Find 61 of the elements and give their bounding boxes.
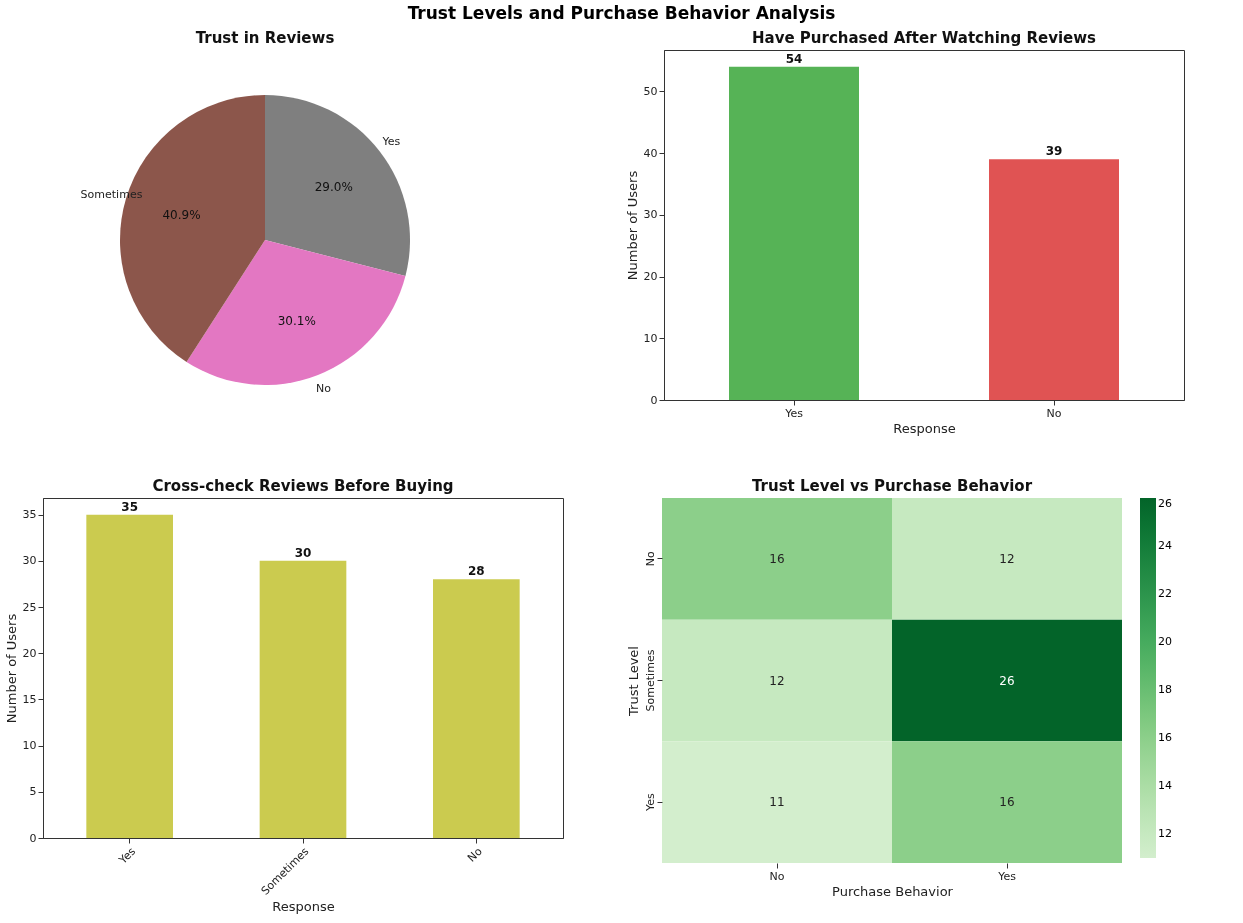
data-label: 28 <box>467 564 485 579</box>
data-label: 30 <box>294 545 312 560</box>
y-tick-label: 30 <box>22 554 37 568</box>
x-tick-label: No <box>769 869 785 883</box>
data-label: 30.1% <box>277 313 316 328</box>
y-tick-label: 0 <box>650 393 658 407</box>
data-label: 12 <box>769 673 785 688</box>
bar <box>86 514 173 838</box>
data-label: 40.9% <box>162 208 201 223</box>
data-label: 29.0% <box>314 179 353 194</box>
y-tick-label: 40 <box>643 146 658 160</box>
y-tick-label: 10 <box>22 739 37 753</box>
bar <box>259 560 347 838</box>
y-tick-label: 20 <box>22 646 37 660</box>
x-tick-label: Yes <box>997 869 1017 883</box>
y-axis-title: Number of Users <box>624 170 640 281</box>
chart-title: Trust Level vs Purchase Behavior <box>751 477 1033 495</box>
data-label: 12 <box>999 551 1015 566</box>
data-label: 54 <box>785 51 803 66</box>
y-tick-label: 25 <box>22 600 37 614</box>
chart-title: Cross-check Reviews Before Buying <box>152 477 454 495</box>
y-tick-label: 30 <box>643 208 658 222</box>
chart-title: Trust in Reviews <box>195 29 335 47</box>
color-bar-label: 12 <box>1158 827 1172 840</box>
y-tick-label: 20 <box>643 270 658 284</box>
color-bar-label: 14 <box>1158 779 1172 792</box>
y-tick-label: 10 <box>643 331 658 345</box>
chart-title: Have Purchased After Watching Reviews <box>751 29 1097 47</box>
color-bar-label: 18 <box>1158 683 1172 696</box>
pie-slice <box>186 240 406 385</box>
y-tick-label: No <box>643 551 657 567</box>
data-label: 16 <box>769 551 785 566</box>
y-tick-label: 5 <box>29 785 37 799</box>
slice-label: Yes <box>381 134 401 148</box>
data-label: 26 <box>999 673 1015 688</box>
y-tick-label: 35 <box>22 508 37 522</box>
data-label: 11 <box>769 795 785 810</box>
color-bar-label: 22 <box>1158 587 1172 600</box>
y-axis-title: Trust Level <box>625 646 641 717</box>
color-bar-label: 26 <box>1158 497 1172 510</box>
bar <box>433 579 520 838</box>
slice-label: No <box>315 381 332 395</box>
x-tick-label: Yes <box>115 844 139 868</box>
y-axis-title: Number of Users <box>3 613 19 724</box>
y-tick-label: Sometimes <box>643 649 657 712</box>
pie-slice <box>265 95 410 277</box>
x-axis-title: Response <box>272 898 335 914</box>
data-label: 16 <box>999 795 1015 810</box>
color-bar-label: 24 <box>1158 539 1172 552</box>
y-tick-label: 15 <box>22 692 37 706</box>
color-bar-label: 16 <box>1158 731 1172 744</box>
color-bar-label: 20 <box>1158 635 1172 648</box>
text: Trust Levels and Purchase Behavior Analysis <box>406 2 837 25</box>
y-tick-label: 0 <box>29 831 37 845</box>
x-axis-title: Purchase Behavior <box>832 883 954 899</box>
y-tick-label: 50 <box>643 84 658 98</box>
y-tick-label: Yes <box>643 793 657 813</box>
x-tick-label: No <box>465 844 485 865</box>
data-label: 39 <box>1045 144 1063 159</box>
data-label: 35 <box>121 499 139 514</box>
x-axis-title: Response <box>893 420 956 436</box>
